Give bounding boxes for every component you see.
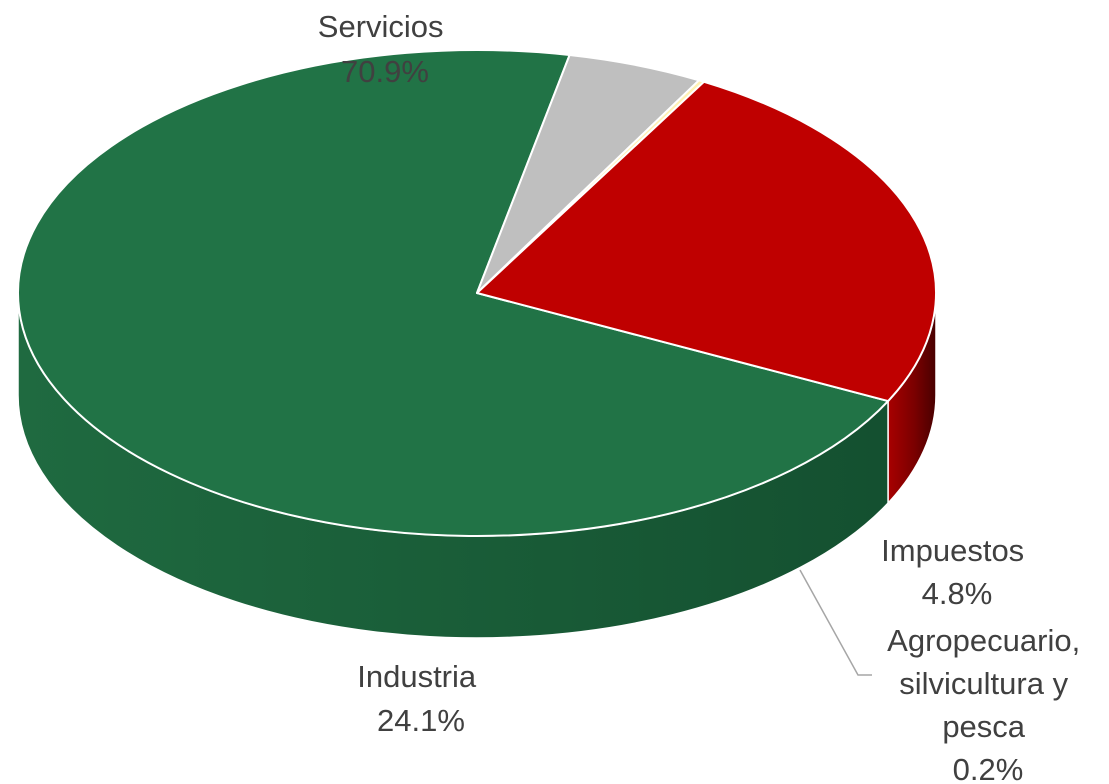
- pie-slice-industria: [476, 80, 937, 403]
- label-industria-name: Industria: [357, 659, 477, 694]
- label-agro-line3: pesca: [942, 709, 1025, 744]
- label-agropecuario: Agropecuario, silvicultura y pesca 0.2%: [887, 623, 1089, 784]
- label-servicios: Servicios 70.9%: [318, 9, 452, 89]
- label-agro-line1: Agropecuario,: [887, 623, 1080, 658]
- label-agro-line2: silvicultura y: [899, 666, 1068, 701]
- agro-leader-line: [799, 569, 872, 676]
- label-impuestos: Impuestos 4.8%: [881, 533, 1033, 611]
- label-industria: Industria 24.1%: [357, 659, 485, 738]
- label-servicios-value: 70.9%: [341, 54, 429, 89]
- label-agro-value: 0.2%: [953, 752, 1024, 784]
- label-servicios-name: Servicios: [318, 9, 444, 44]
- label-impuestos-name: Impuestos: [881, 533, 1024, 568]
- pie-slice-servicios: [17, 49, 890, 537]
- label-impuestos-value: 4.8%: [922, 576, 993, 611]
- label-industria-value: 24.1%: [377, 703, 465, 738]
